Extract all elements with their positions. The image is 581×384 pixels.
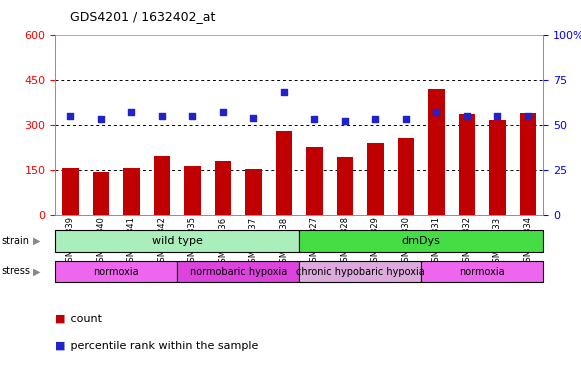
Point — [279, 89, 289, 95]
Text: ■: ■ — [55, 314, 66, 324]
Text: ▶: ▶ — [33, 266, 40, 276]
Text: count: count — [67, 314, 102, 324]
Text: normobaric hypoxia: normobaric hypoxia — [189, 266, 287, 277]
Bar — [299, 261, 421, 282]
Text: percentile rank within the sample: percentile rank within the sample — [67, 341, 258, 351]
Text: GDS4201 / 1632402_at: GDS4201 / 1632402_at — [70, 10, 215, 23]
Bar — [184, 166, 201, 215]
Bar — [489, 120, 506, 215]
Bar — [306, 147, 323, 215]
Point — [157, 113, 167, 119]
Bar — [397, 138, 414, 215]
Point — [401, 116, 411, 122]
Bar — [519, 113, 536, 215]
Text: strain: strain — [2, 236, 30, 246]
Bar — [62, 169, 79, 215]
Bar — [299, 230, 543, 252]
Bar — [421, 261, 543, 282]
Bar — [367, 143, 384, 215]
Bar — [123, 169, 140, 215]
Bar — [458, 114, 475, 215]
Text: ▶: ▶ — [33, 236, 40, 246]
Text: ■: ■ — [55, 341, 66, 351]
Bar — [245, 169, 262, 215]
Text: chronic hypobaric hypoxia: chronic hypobaric hypoxia — [296, 266, 425, 277]
Point — [249, 114, 258, 121]
Bar — [55, 230, 299, 252]
Text: normoxia: normoxia — [460, 266, 505, 277]
Point — [340, 118, 350, 124]
Point — [218, 109, 228, 115]
Bar — [214, 162, 231, 215]
Text: normoxia: normoxia — [94, 266, 139, 277]
Point — [188, 113, 197, 119]
Text: wild type: wild type — [152, 236, 203, 246]
Bar — [92, 172, 109, 215]
Bar — [55, 261, 177, 282]
Text: stress: stress — [2, 266, 31, 276]
Point — [462, 113, 472, 119]
Point — [432, 109, 441, 115]
Bar — [428, 89, 445, 215]
Bar — [336, 157, 353, 215]
Point — [310, 116, 319, 122]
Text: dmDys: dmDys — [402, 236, 440, 246]
Point — [66, 113, 75, 119]
Point — [96, 116, 106, 122]
Point — [127, 109, 136, 115]
Bar — [275, 131, 292, 215]
Point — [371, 116, 380, 122]
Bar — [153, 156, 170, 215]
Bar — [177, 261, 299, 282]
Point — [523, 113, 533, 119]
Point — [493, 113, 502, 119]
